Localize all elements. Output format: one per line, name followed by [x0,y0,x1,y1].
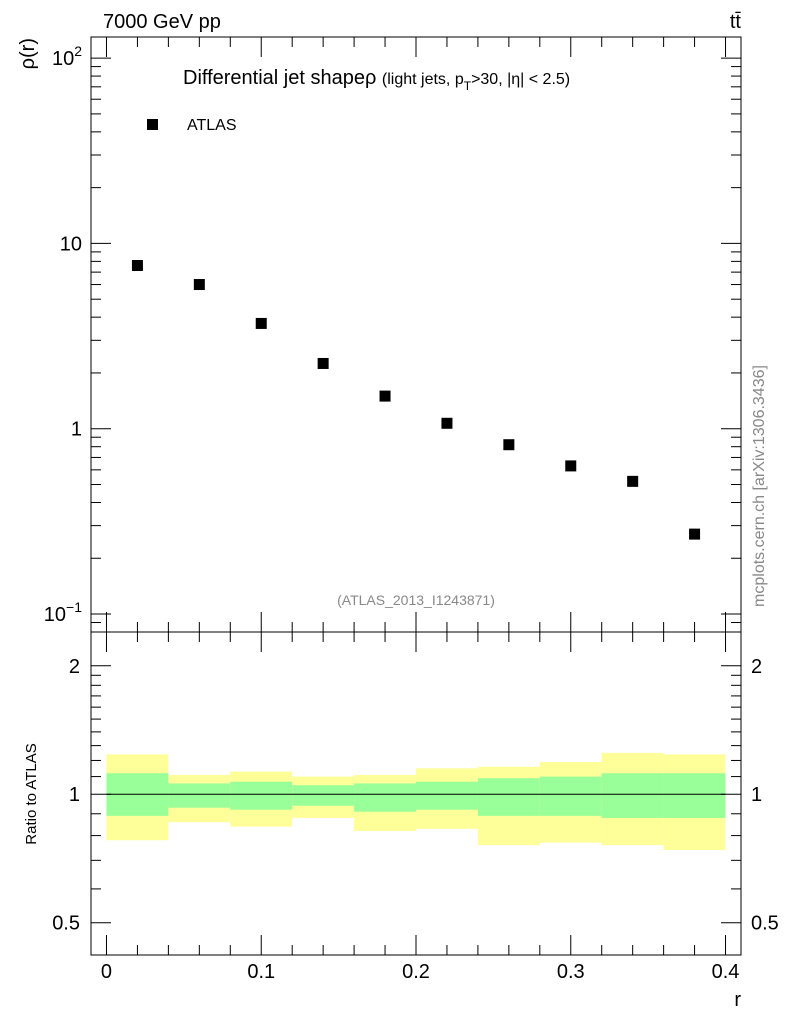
x-tick-label: 0.2 [402,961,430,983]
y-tick-label: 10−1 [44,599,82,626]
ratio-y-tick-label-right: 1 [751,784,762,806]
main-x-ticks [105,37,727,632]
x-axis-label: r [734,989,741,1011]
ratio-y-tick-label: 0.5 [52,913,80,935]
y-tick-label: 102 [52,43,82,70]
data-point [441,417,453,429]
ratio-band-inner-bin [168,783,231,808]
chart-title-selection: (light jets, p [382,71,464,88]
ratio-y-axis-label: Ratio to ATLAS [23,743,40,844]
legend: ATLAS [147,117,237,134]
ratio-bands [106,752,726,851]
y-tick-label: 1 [71,419,82,441]
y-axis-label: ρ(r) [17,38,39,69]
data-point [689,528,701,540]
ratio-y-tick-label-right: 0.5 [751,913,779,935]
data-point [503,439,515,451]
source-watermark: mcplots.cern.ch [arXiv:1306.3436] [751,365,768,607]
data-points [131,260,701,540]
chart-title-subscript: T [464,79,472,93]
ratio-band-inner-bin [416,781,478,810]
ratio-y-tick-label-right: 2 [751,656,762,678]
energy-label: 7000 GeV pp [103,11,221,33]
x-tick-label: 0.4 [712,961,740,983]
ratio-band-inner-bin [292,785,355,806]
ratio-band-inner-bin [477,778,540,816]
ratio-y-tick-label: 1 [69,784,80,806]
analysis-label: (ATLAS_2013_I1243871) [337,592,495,608]
ratio-x-ticks: 0 0.1 0.2 0.3 0.4 [101,632,740,983]
process-label: tt̄ [730,11,742,33]
chart-title-main: Differential jet shapeρ [183,67,376,89]
ratio-band-inner-bin [539,776,602,816]
main-panel: 102 10 1 10−1 ρ(r) Differential jet shapeρ … [17,36,742,633]
x-tick-label: 0.1 [247,961,275,983]
ratio-band-inner-bin [663,773,726,818]
ratio-band-inner-bin [354,783,416,812]
main-y-ticks: 102 10 1 10−1 [44,43,741,633]
ratio-panel: 2 21 10.5 0.5 0 0.1 0.2 0.3 0.4 Ratio to ATLAS … [23,631,779,1011]
chart-title-selection-rest: >30, |η| < 2.5) [471,71,570,88]
legend-marker-atlas [147,119,158,130]
data-point [565,460,577,472]
ratio-y-ticks: 2 2 1 1 0.5 0.5 [52,656,779,935]
data-point [317,357,329,369]
x-tick-label: 0 [101,961,112,983]
ratio-y-tick-label: 2 [69,656,80,678]
x-tick-label: 0.3 [557,961,585,983]
ratio-band-inner-bin [601,773,664,818]
chart-title: Differential jet shapeρ (light jets, pT>… [183,67,570,93]
ratio-band-inner-bin [230,781,293,810]
y-tick-label: 10 [60,233,82,255]
data-point [379,390,391,402]
legend-label-atlas: ATLAS [187,117,237,134]
data-point [627,475,639,487]
data-point [193,279,205,291]
data-point [255,317,267,329]
data-point [131,260,143,272]
